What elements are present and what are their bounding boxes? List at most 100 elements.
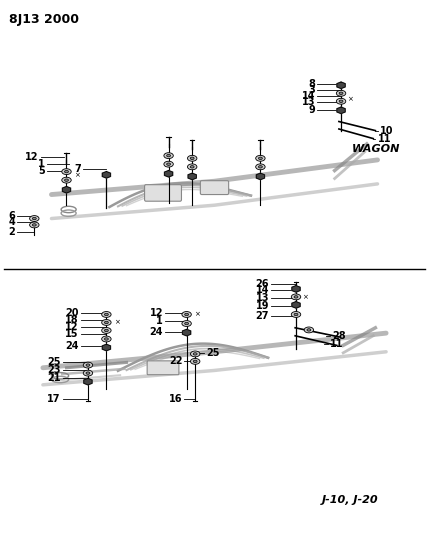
Ellipse shape	[190, 351, 200, 357]
Ellipse shape	[86, 364, 90, 366]
Ellipse shape	[336, 98, 346, 104]
Ellipse shape	[291, 294, 301, 300]
Text: 13: 13	[256, 294, 269, 303]
Ellipse shape	[102, 327, 111, 334]
Ellipse shape	[185, 322, 189, 325]
FancyBboxPatch shape	[145, 184, 181, 201]
Text: ×: ×	[194, 311, 200, 318]
Ellipse shape	[30, 222, 39, 228]
Text: 4: 4	[8, 217, 15, 227]
Ellipse shape	[193, 353, 197, 355]
Text: 3: 3	[308, 85, 315, 94]
Text: 14: 14	[256, 286, 269, 295]
Ellipse shape	[182, 320, 191, 326]
Text: 25: 25	[48, 358, 61, 367]
Ellipse shape	[102, 311, 111, 317]
Ellipse shape	[83, 362, 93, 368]
Text: 23: 23	[48, 365, 61, 375]
Text: 6: 6	[8, 211, 15, 221]
Ellipse shape	[86, 372, 90, 374]
Text: 5: 5	[38, 166, 45, 175]
FancyBboxPatch shape	[147, 361, 179, 375]
Ellipse shape	[185, 313, 189, 316]
Ellipse shape	[190, 166, 194, 168]
Ellipse shape	[193, 360, 197, 362]
Ellipse shape	[105, 321, 108, 324]
Ellipse shape	[102, 320, 111, 325]
Ellipse shape	[256, 164, 265, 170]
Ellipse shape	[62, 168, 71, 175]
Text: 9: 9	[308, 105, 315, 115]
Polygon shape	[84, 378, 92, 385]
Text: 16: 16	[169, 394, 182, 403]
Text: 24: 24	[65, 342, 79, 351]
Polygon shape	[62, 187, 71, 193]
Polygon shape	[337, 107, 345, 114]
Text: 22: 22	[169, 357, 182, 366]
Text: 26: 26	[256, 279, 269, 288]
Text: 10: 10	[380, 126, 393, 135]
Ellipse shape	[190, 358, 200, 365]
Polygon shape	[292, 302, 300, 308]
Ellipse shape	[30, 215, 39, 222]
Text: 8J13 2000: 8J13 2000	[9, 13, 79, 26]
Polygon shape	[337, 82, 345, 88]
Ellipse shape	[102, 336, 111, 342]
Text: 27: 27	[256, 311, 269, 320]
Text: 2: 2	[8, 227, 15, 237]
Text: 11: 11	[330, 339, 344, 349]
Text: ×: ×	[74, 172, 80, 178]
Text: J-10, J-20: J-10, J-20	[322, 495, 378, 505]
Polygon shape	[188, 173, 196, 180]
Text: ×: ×	[347, 96, 353, 103]
Text: 15: 15	[65, 329, 79, 339]
Ellipse shape	[83, 370, 93, 376]
Text: ×: ×	[302, 294, 308, 300]
Polygon shape	[256, 173, 265, 180]
Text: 18: 18	[65, 315, 79, 325]
Ellipse shape	[339, 92, 343, 94]
FancyBboxPatch shape	[200, 181, 229, 195]
Ellipse shape	[105, 338, 108, 340]
Text: 12: 12	[65, 322, 79, 332]
Ellipse shape	[256, 156, 265, 161]
Text: 20: 20	[65, 308, 79, 318]
Polygon shape	[292, 286, 300, 292]
Text: 8: 8	[308, 79, 315, 88]
Text: 12: 12	[25, 152, 39, 162]
Ellipse shape	[258, 157, 263, 159]
Polygon shape	[102, 172, 111, 178]
Text: WAGON: WAGON	[352, 144, 400, 154]
Ellipse shape	[339, 100, 343, 102]
Ellipse shape	[166, 155, 171, 157]
Ellipse shape	[307, 329, 311, 331]
Ellipse shape	[33, 217, 36, 220]
Ellipse shape	[105, 313, 108, 316]
Text: ×: ×	[114, 319, 120, 326]
Ellipse shape	[336, 90, 346, 96]
Ellipse shape	[187, 164, 197, 170]
Ellipse shape	[258, 166, 263, 168]
Polygon shape	[102, 344, 111, 351]
Text: 21: 21	[48, 373, 61, 383]
Ellipse shape	[105, 329, 108, 332]
Ellipse shape	[294, 296, 298, 298]
Text: 17: 17	[48, 394, 61, 403]
Ellipse shape	[164, 161, 173, 167]
Text: 13: 13	[302, 98, 315, 107]
Text: 14: 14	[302, 91, 315, 101]
Ellipse shape	[166, 163, 171, 165]
Text: 1: 1	[156, 317, 163, 326]
Polygon shape	[182, 329, 191, 336]
Polygon shape	[164, 171, 173, 177]
Text: 25: 25	[206, 349, 219, 358]
Ellipse shape	[62, 177, 71, 183]
Ellipse shape	[291, 311, 301, 317]
Text: 12: 12	[150, 308, 163, 318]
Ellipse shape	[65, 179, 69, 181]
Ellipse shape	[164, 152, 173, 159]
Ellipse shape	[182, 311, 191, 317]
Ellipse shape	[33, 224, 36, 226]
Text: 1: 1	[38, 159, 45, 168]
Text: 11: 11	[378, 134, 391, 143]
